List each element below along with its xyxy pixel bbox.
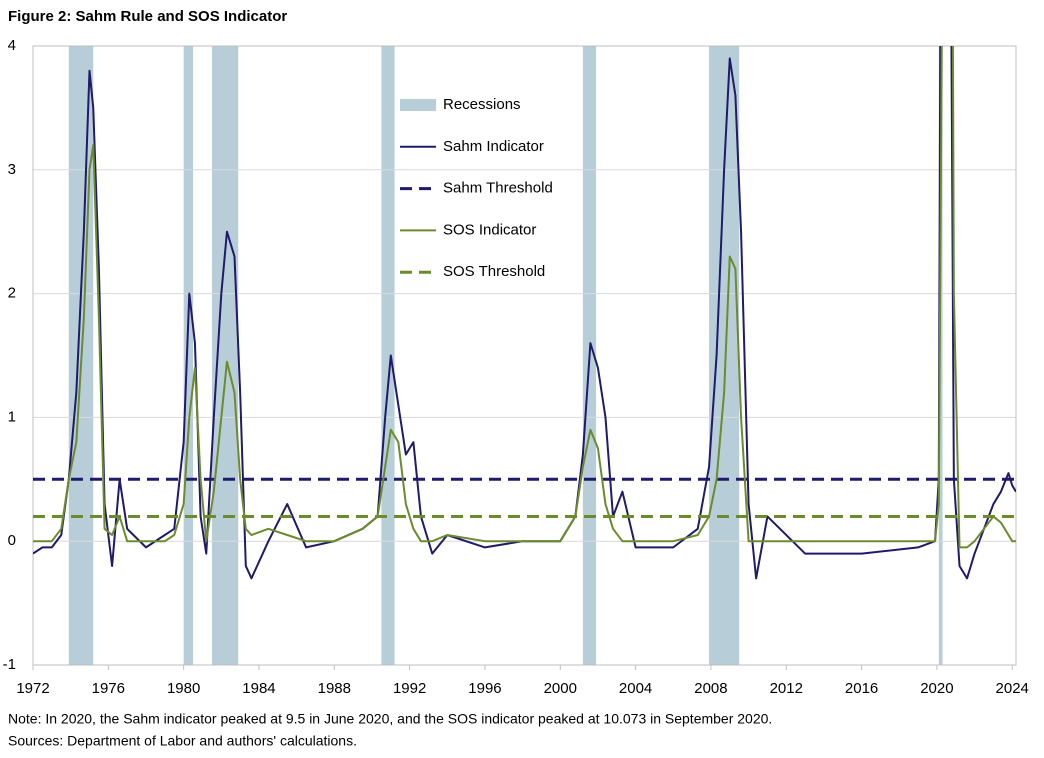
sources: Sources: Department of Labor and authors…	[8, 733, 357, 749]
y-tick-label: 0	[8, 532, 16, 549]
recession-band	[381, 46, 395, 665]
x-tick-label: 2024	[996, 680, 1029, 697]
chart-title: Figure 2: Sahm Rule and SOS Indicator	[8, 8, 287, 25]
x-tick-label: 2012	[770, 680, 803, 697]
x-tick-label: 1976	[92, 680, 125, 697]
recession-band	[211, 46, 239, 665]
x-tick-label: 1992	[393, 680, 426, 697]
x-tick-label: 1972	[16, 680, 49, 697]
x-tick-label: 1980	[167, 680, 200, 697]
x-tick-label: 2016	[845, 680, 878, 697]
x-tick-label: 1996	[468, 680, 501, 697]
x-tick-label: 2000	[544, 680, 577, 697]
x-tick-label: 1988	[318, 680, 351, 697]
legend-swatch	[400, 99, 436, 111]
legend-label: Sahm Indicator	[443, 138, 544, 155]
indicator-line	[33, 46, 1016, 549]
y-tick-label: 2	[8, 285, 16, 302]
legend-label: Recessions	[443, 96, 521, 113]
x-tick-label: 1984	[242, 680, 275, 697]
line-layer	[33, 46, 1016, 580]
recession-band	[709, 46, 740, 665]
y-tick-label: 4	[8, 37, 16, 54]
legend-label: Sahm Threshold	[443, 180, 553, 197]
legend-label: SOS Indicator	[443, 221, 536, 238]
label-layer: -1 0 1 2 3 4 1972 1976 1980 1984 1988 1992 1996 2000 2…	[3, 37, 1029, 697]
x-tick-label: 2004	[619, 680, 652, 697]
indicator-line	[33, 46, 1016, 580]
legend-label: SOS Threshold	[443, 263, 545, 280]
x-tick-label: 2008	[694, 680, 727, 697]
x-tick-label: 2020	[920, 680, 953, 697]
y-tick-label: -1	[3, 656, 16, 673]
plot-frame	[32, 45, 1017, 666]
note: Note: In 2020, the Sahm indicator peaked…	[8, 711, 772, 727]
recession-band	[183, 46, 194, 665]
y-tick-label: 3	[8, 161, 16, 178]
y-tick-label: 1	[8, 408, 16, 425]
